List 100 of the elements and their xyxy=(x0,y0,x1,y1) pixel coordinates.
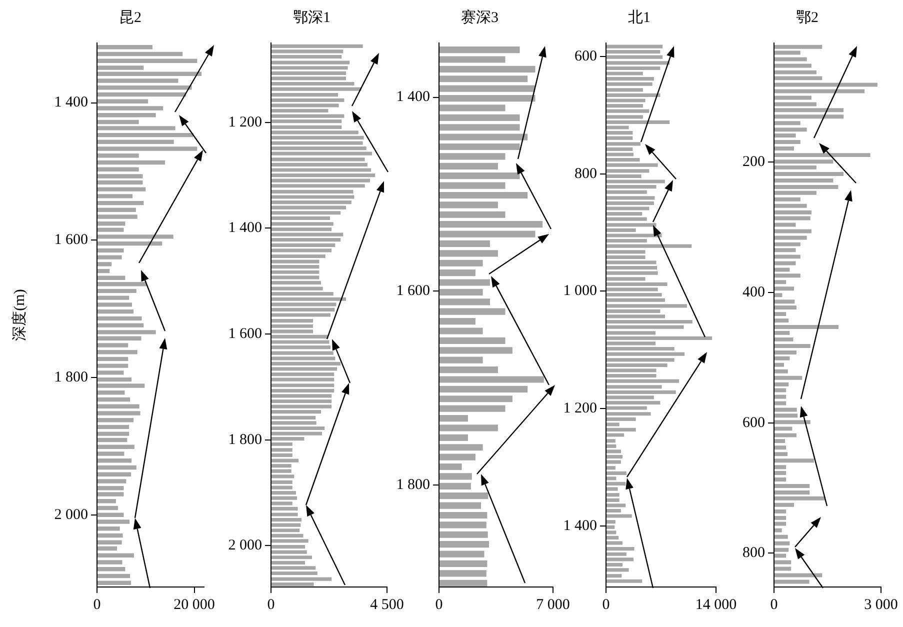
bar xyxy=(98,106,164,110)
bar xyxy=(272,216,330,220)
bar xyxy=(606,190,647,194)
y-tick-label: 600 xyxy=(574,48,597,64)
bar xyxy=(774,261,796,266)
bar xyxy=(98,444,134,449)
bar xyxy=(606,250,646,254)
bar xyxy=(98,241,162,246)
bar xyxy=(774,394,786,399)
bar xyxy=(440,580,488,586)
bar xyxy=(98,411,140,416)
bar xyxy=(98,316,142,321)
bar xyxy=(606,574,622,578)
bar xyxy=(774,146,794,151)
y-tick-label: 1 400 xyxy=(563,518,597,534)
bar xyxy=(774,236,807,240)
bar xyxy=(440,250,498,257)
bar xyxy=(98,92,186,97)
x-tick-label: 0 xyxy=(267,596,275,613)
bar xyxy=(774,96,812,100)
bar xyxy=(774,496,826,500)
bar xyxy=(606,277,646,281)
bar xyxy=(98,255,122,260)
chart-title: 鄂2 xyxy=(796,10,818,26)
y-tick-label: 1 000 xyxy=(563,283,597,300)
bar xyxy=(440,444,483,451)
bar xyxy=(98,45,152,50)
bar xyxy=(98,546,117,551)
bar xyxy=(98,180,143,185)
bar xyxy=(440,560,488,568)
bar xyxy=(774,312,786,316)
y-tick-label: 1 800 xyxy=(396,477,430,494)
bar xyxy=(774,197,800,202)
bar xyxy=(440,396,512,402)
bar xyxy=(774,362,784,367)
bar xyxy=(774,165,816,170)
bar xyxy=(774,44,822,49)
bar xyxy=(774,318,789,323)
bar xyxy=(440,328,483,334)
bar xyxy=(98,479,126,484)
bar xyxy=(774,172,844,176)
bar xyxy=(98,228,124,232)
chart-title: 北1 xyxy=(628,8,650,26)
bar xyxy=(98,174,143,178)
y-tick-label: 1 400 xyxy=(54,94,88,111)
bar xyxy=(272,571,318,576)
bar xyxy=(98,276,126,280)
bar xyxy=(774,433,796,438)
bar xyxy=(774,229,812,234)
bar xyxy=(774,382,789,386)
bar xyxy=(98,146,198,151)
bar xyxy=(774,344,810,348)
y-tick-label: 1 200 xyxy=(228,114,262,130)
bar xyxy=(440,366,498,374)
bar xyxy=(774,254,800,259)
bar xyxy=(272,254,326,258)
bar xyxy=(440,230,536,238)
bar xyxy=(98,160,166,165)
bar xyxy=(440,172,520,180)
bar xyxy=(98,526,120,531)
bar xyxy=(98,458,132,463)
x-tick-label: 0 xyxy=(770,596,778,613)
bar xyxy=(774,89,865,94)
bar xyxy=(606,547,634,551)
bar xyxy=(98,222,126,226)
bar xyxy=(774,268,790,272)
bar xyxy=(774,439,786,444)
y-tick-label: 200 xyxy=(742,154,765,170)
bar xyxy=(440,46,520,54)
x-tick-label: 14 000 xyxy=(695,596,737,613)
bar xyxy=(774,580,810,584)
bar xyxy=(606,493,620,497)
y-tick-label: 2 000 xyxy=(54,506,88,523)
bar xyxy=(98,397,130,402)
bar xyxy=(774,190,816,195)
y-tick-label: 2 000 xyxy=(228,538,262,554)
bar xyxy=(98,432,130,436)
bar xyxy=(774,102,816,106)
bar xyxy=(98,404,140,408)
bar xyxy=(440,124,520,131)
bar xyxy=(98,336,142,340)
bar xyxy=(98,99,148,104)
y-tick-label: 1 400 xyxy=(396,89,430,106)
bar xyxy=(440,386,528,392)
bar xyxy=(774,541,790,546)
y-tick-label: 800 xyxy=(574,166,597,182)
bar xyxy=(98,187,146,192)
bar xyxy=(272,158,365,162)
bar xyxy=(606,109,650,113)
bar xyxy=(98,214,138,219)
bar xyxy=(774,57,807,62)
bar xyxy=(98,356,128,362)
bar xyxy=(98,512,124,517)
bar xyxy=(440,94,536,102)
bar xyxy=(272,280,322,285)
bar xyxy=(774,184,838,189)
bar xyxy=(440,482,471,490)
bar xyxy=(440,56,506,63)
bar xyxy=(98,288,136,294)
bar xyxy=(98,350,138,354)
